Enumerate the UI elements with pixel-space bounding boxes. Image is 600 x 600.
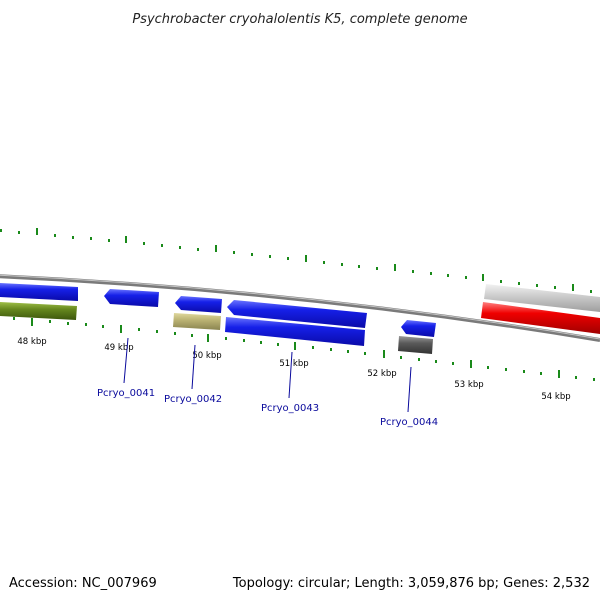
tick-label: 48 kbp [17,337,46,347]
tick-label: 52 kbp [367,369,396,379]
gene-label-pcryo-0042[interactable]: Pcryo_0042 [164,394,222,405]
gene-feature[interactable] [0,302,77,320]
gene-label-pcryo-0044[interactable]: Pcryo_0044 [380,417,438,428]
cds-feature[interactable] [0,283,78,301]
gene-feature[interactable] [398,336,433,354]
map-title: Psychrobacter cryohalolentis K5, complet… [132,12,467,27]
forward-strand-features [0,283,600,337]
kbp-labels: 48 kbp 49 kbp 50 kbp 51 kbp 52 kbp 53 kb… [17,337,570,402]
trna-feature[interactable] [484,284,600,312]
tick-label: 50 kbp [192,351,221,361]
cds-feature[interactable] [401,320,436,337]
tick-label: 51 kbp [279,359,308,369]
accession-text: Accession: NC_007969 [9,576,157,591]
gene-label-pcryo-0043[interactable]: Pcryo_0043 [261,403,319,414]
tick-label: 54 kbp [541,392,570,402]
gene-leader-lines [123,337,412,413]
inner-tick-track [13,317,595,381]
cds-feature[interactable] [225,317,365,346]
cds-feature[interactable] [175,296,222,313]
tick-label: 53 kbp [454,380,483,390]
outer-tick-track [0,228,592,293]
gene-labels: Pcryo_0041 Pcryo_0042 Pcryo_0043 Pcryo_0… [97,388,438,428]
gene-label-pcryo-0041[interactable]: Pcryo_0041 [97,388,155,399]
genome-summary-text: Topology: circular; Length: 3,059,876 bp… [232,576,590,591]
rrna-feature[interactable] [481,302,600,334]
reverse-strand-features [0,302,600,354]
cds-feature[interactable] [227,300,367,328]
genome-backbone [0,274,600,342]
cds-feature[interactable] [104,289,159,307]
tick-label: 49 kbp [104,343,133,353]
gene-feature[interactable] [173,313,221,330]
